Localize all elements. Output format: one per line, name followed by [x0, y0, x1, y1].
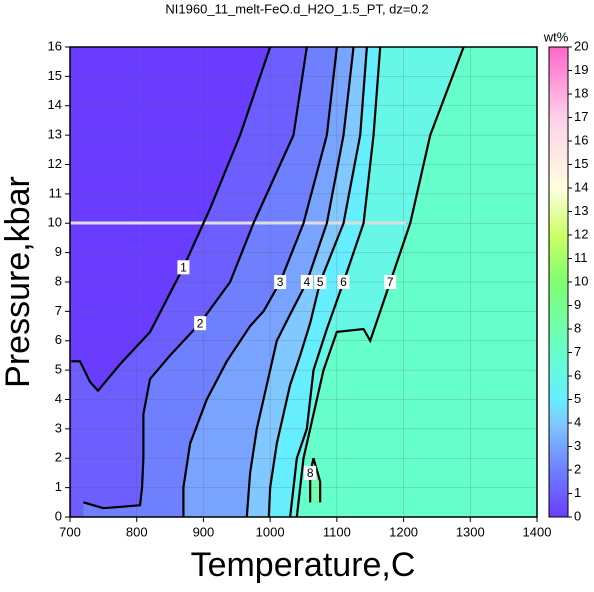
y-tick-label: 16 [48, 38, 62, 53]
contour-line [267, 47, 368, 517]
contour-line [245, 47, 355, 517]
y-tick-label: 15 [48, 68, 62, 83]
colorbar-tick-label: 10 [574, 273, 588, 288]
colorbar-tick-label: 3 [574, 438, 581, 453]
contour-label-box [300, 275, 313, 289]
colorbar-tick-label: 11 [574, 250, 588, 265]
contour-line [182, 47, 338, 517]
chart-title: NI1960_11_melt-FeO.d_H2O_1.5_PT, dz=0.2 [165, 1, 428, 16]
contour-label: 3 [277, 275, 284, 289]
contour-line [309, 457, 322, 503]
y-tick-label: 14 [48, 97, 62, 112]
colorbar-tick-label: 5 [574, 391, 581, 406]
x-tick-label: 1300 [456, 524, 485, 539]
colorbar-tick-label: 18 [574, 85, 588, 100]
colorbar-tick-label: 0 [574, 508, 581, 523]
colorbar-tick-label: 7 [574, 344, 581, 359]
y-tick-label: 5 [55, 362, 62, 377]
colorbar-tick-label: 8 [574, 320, 581, 335]
contour-label: 8 [307, 466, 314, 480]
y-tick-label: 12 [48, 156, 62, 171]
contour-label-box [337, 275, 350, 289]
colorbar-tick-label: 12 [574, 226, 588, 241]
x-tick-label: 800 [126, 524, 148, 539]
y-tick-label: 8 [55, 273, 62, 288]
contour-line [71, 47, 272, 393]
colorbar-tick-label: 17 [574, 109, 588, 124]
y-tick-label: 13 [48, 127, 62, 142]
overlay: 700 800 900 1000 1100 1200 1300 140001234567891… [48, 38, 589, 539]
colorbar-tick-label: 15 [574, 156, 588, 171]
colorbar-tick-label: 19 [574, 62, 588, 77]
colorbar-tick-label: 9 [574, 297, 581, 312]
y-tick-label: 1 [55, 479, 62, 494]
contour-line [295, 47, 465, 517]
contour-label-box [314, 275, 327, 289]
colorbar-tick-label: 13 [574, 203, 588, 218]
colorbar-tick-label: 4 [574, 414, 581, 429]
x-tick-label: 1400 [523, 524, 552, 539]
y-tick-label: 6 [55, 332, 62, 347]
y-tick-label: 10 [48, 215, 62, 230]
contour-label-box [177, 260, 190, 275]
plot-area: 1 2 3 4 5 6 7 8 [70, 47, 537, 517]
colorbar-tick-label: 20 [574, 38, 588, 53]
contour-label-box [304, 465, 317, 480]
contour-line [289, 47, 382, 517]
colorbar-tick-label: 2 [574, 461, 581, 476]
y-tick-label: 7 [55, 303, 62, 318]
contour-label: 4 [303, 275, 310, 289]
x-axis-label: Temperature,C [191, 546, 416, 584]
y-tick-label: 2 [55, 450, 62, 465]
y-axis-label: Pressure,kbar [0, 176, 37, 388]
x-tick-label: 1200 [389, 524, 418, 539]
contour-label-box [384, 275, 397, 289]
contour-label-box [274, 275, 287, 289]
contour-label: 1 [180, 260, 187, 274]
contour-line [83, 47, 308, 510]
contour-label: 6 [340, 275, 347, 289]
x-tick-label: 1000 [256, 524, 285, 539]
colorbar-tick-label: 6 [574, 367, 581, 382]
y-tick-label: 9 [55, 244, 62, 259]
y-tick-label: 11 [49, 185, 63, 200]
colorbar-tick-label: 16 [574, 132, 588, 147]
x-tick-label: 1100 [323, 524, 351, 539]
x-tick-label: 700 [59, 524, 81, 539]
colorbar-label: wt% [543, 29, 569, 44]
colorbar-tick-label: 1 [574, 485, 581, 500]
x-tick-label: 900 [193, 524, 215, 539]
y-tick-label: 4 [55, 391, 62, 406]
colorbar-tick-label: 14 [574, 179, 588, 194]
colorbar [548, 46, 569, 518]
y-tick-label: 0 [55, 508, 62, 523]
contour-label-box [194, 316, 207, 331]
y-tick-label: 3 [55, 420, 62, 435]
contour-label: 7 [387, 275, 394, 289]
contour-label: 5 [317, 275, 324, 289]
contour-label: 2 [197, 316, 204, 330]
